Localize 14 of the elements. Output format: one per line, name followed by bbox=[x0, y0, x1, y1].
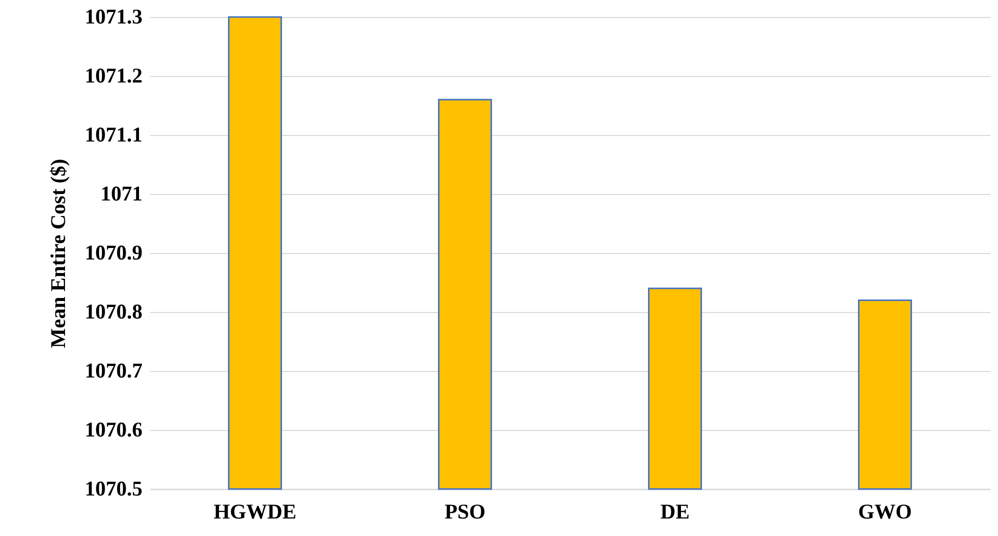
y-axis-title: Mean Entire Cost ($) bbox=[46, 158, 70, 348]
y-tick-label: 1070.5 bbox=[84, 476, 142, 500]
y-tick-label: 1071.1 bbox=[84, 122, 142, 146]
x-tick-label: DE bbox=[660, 500, 690, 524]
y-tick-label: 1071 bbox=[100, 182, 142, 206]
x-tick-label: GWO bbox=[858, 500, 912, 524]
y-tick-label: 1071.2 bbox=[84, 64, 142, 88]
y-tick-label: 1070.6 bbox=[84, 418, 142, 442]
x-tick-label: HGWDE bbox=[214, 500, 296, 524]
y-tick-label: 1070.7 bbox=[84, 358, 142, 382]
y-tick-label: 1071.3 bbox=[84, 4, 142, 28]
x-tick-label: PSO bbox=[444, 500, 486, 524]
y-tick-label: 1070.8 bbox=[84, 300, 142, 324]
y-tick-label: 1070.9 bbox=[84, 240, 142, 264]
